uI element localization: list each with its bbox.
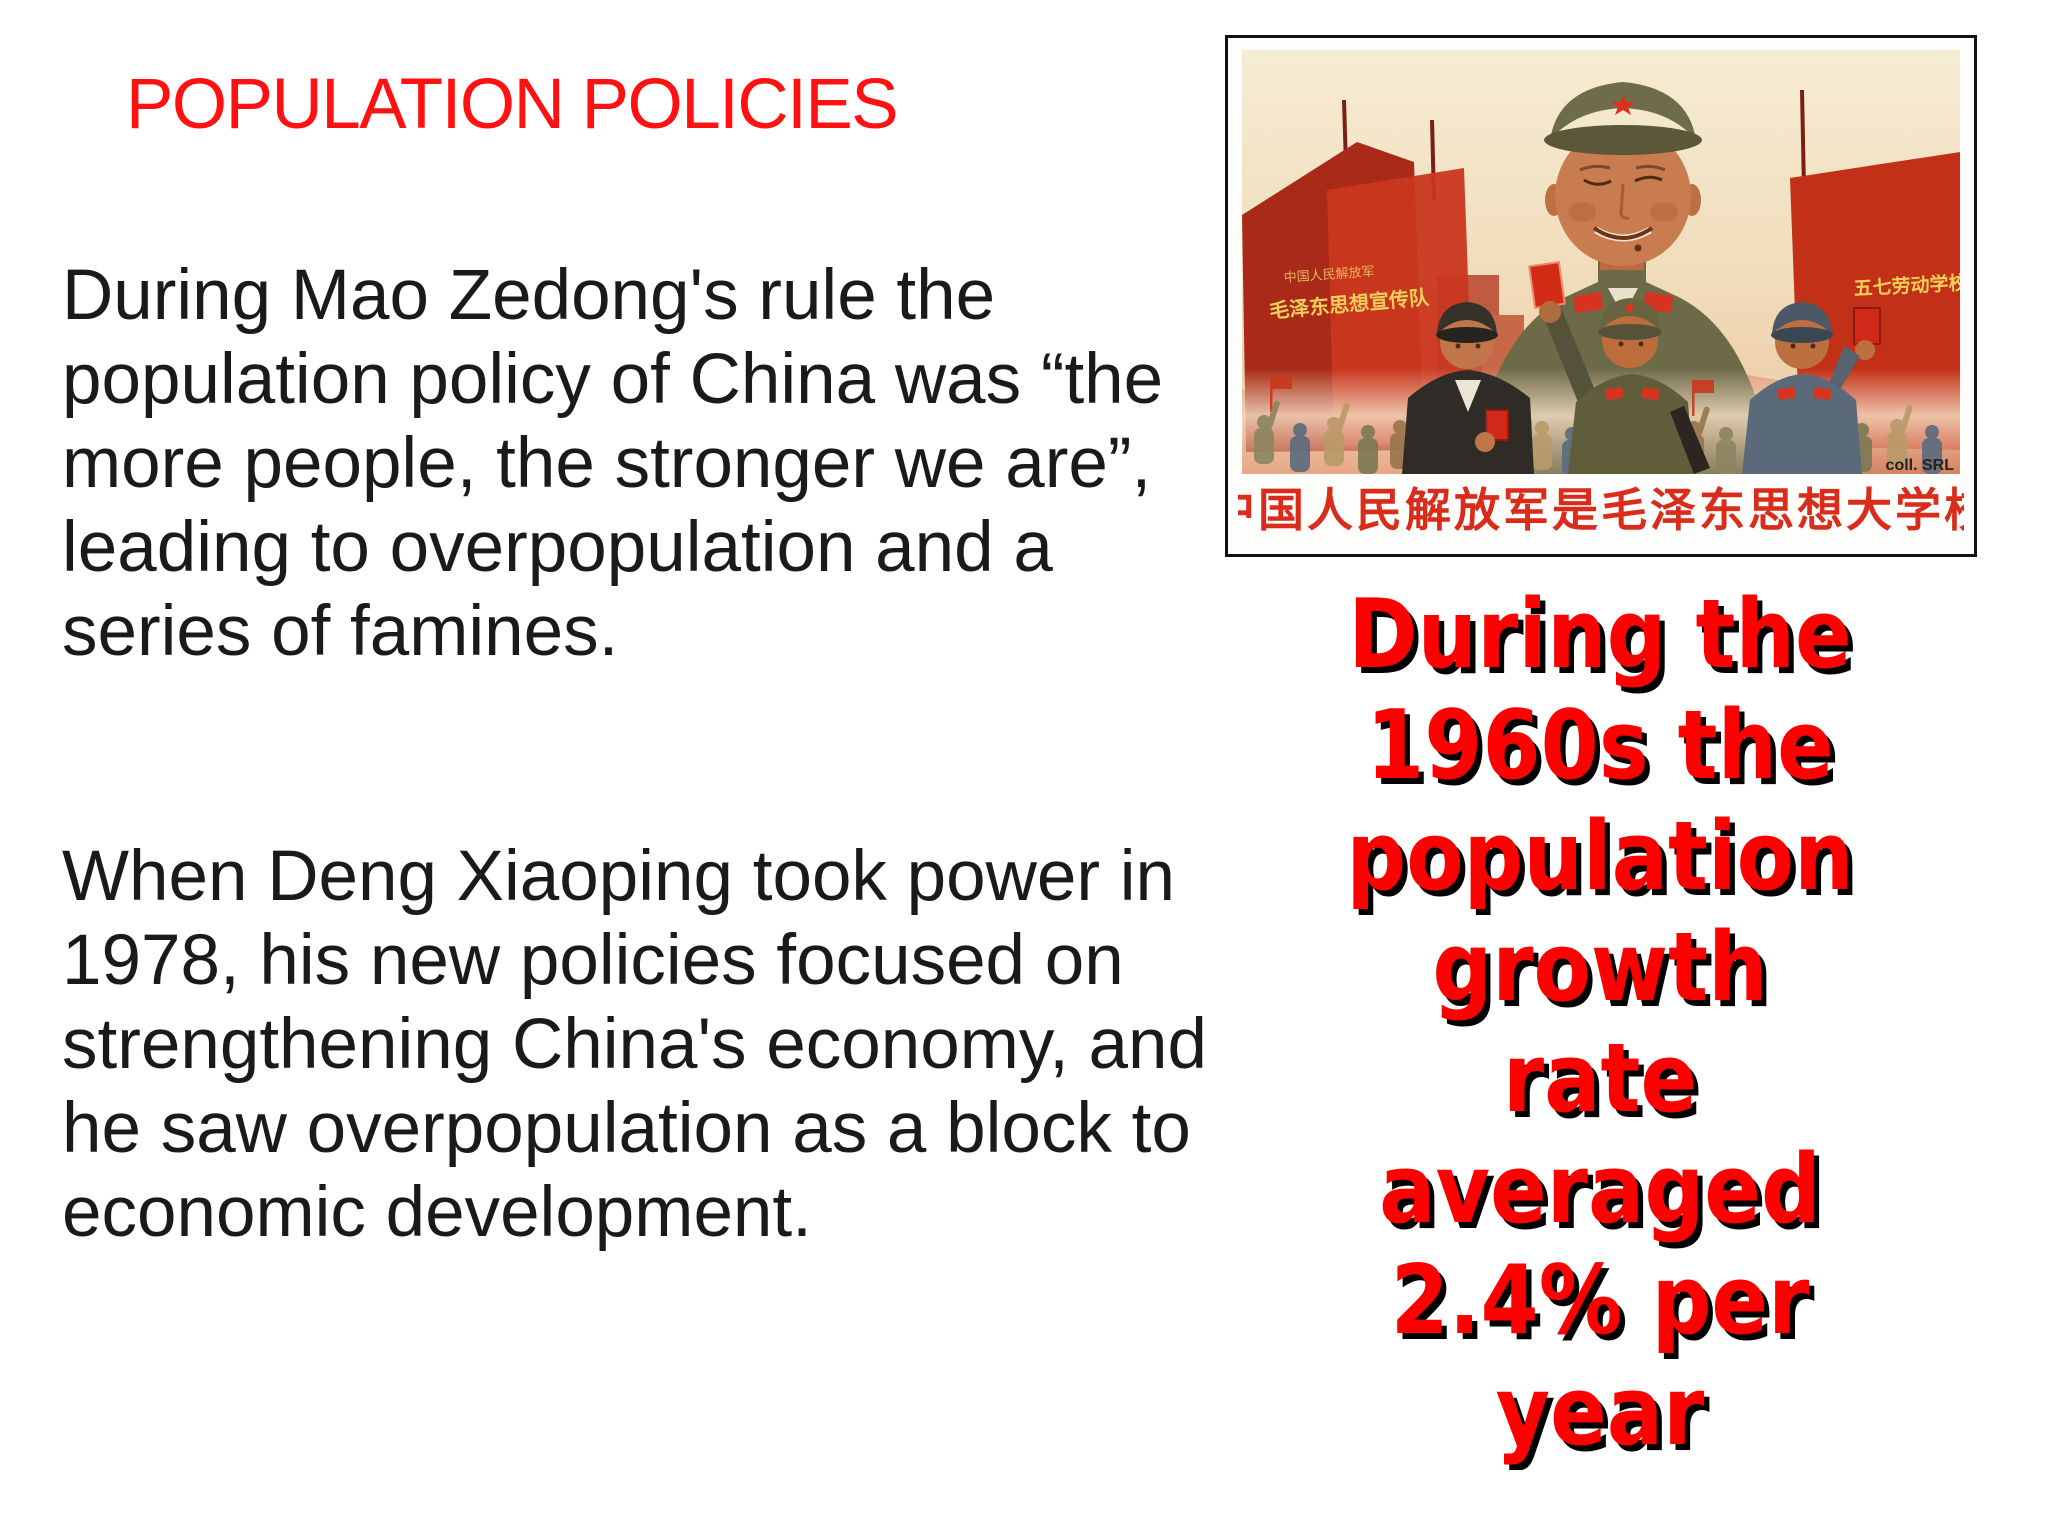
paragraph-line: economic development.	[62, 1173, 812, 1252]
callout-line: averaged	[1379, 1135, 1821, 1245]
left-flag-small-text: 中国人民解放军	[1283, 265, 1375, 286]
propaganda-poster-image: 中国人民解放军 毛泽东思想宣传队 五七劳动学校	[1225, 35, 1977, 557]
paragraph-line: During Mao Zedong's rule the	[62, 256, 996, 335]
paragraph-line: series of famines.	[62, 592, 619, 671]
callout-line: 2.4% per	[1390, 1246, 1810, 1356]
paragraph-line: strengthening China's economy, and	[62, 1005, 1208, 1084]
paragraph-line: When Deng Xiaoping took power in	[62, 837, 1176, 916]
soldier-middle	[1528, 260, 1710, 474]
callout-line: population	[1346, 802, 1854, 912]
paragraph-line: leading to overpopulation and a	[62, 508, 1053, 587]
paragraph-line: more people, the stronger we are”,	[62, 424, 1152, 503]
callout-line: growth	[1432, 913, 1768, 1023]
callout-growth-rate: During the 1960s the population growth r…	[1230, 580, 1970, 1468]
soldier-left	[1402, 302, 1534, 474]
poster-caption: 中国人民解放军是毛泽东思想大学校	[1238, 483, 1964, 537]
callout-line: 1960s the	[1366, 691, 1834, 801]
poster-credit: coll. SRL	[1886, 457, 1955, 474]
cap-star-icon	[1611, 94, 1635, 115]
soldier-right	[1742, 302, 1881, 474]
paragraph-line: population policy of China was “the	[62, 340, 1164, 419]
slide-title: POPULATION POLICIES	[126, 65, 899, 144]
callout-line: During the	[1348, 580, 1852, 690]
callout-line: year	[1495, 1357, 1705, 1467]
paragraph-line: he saw overpopulation as a block to	[62, 1089, 1191, 1168]
paragraph-line: 1978, his new policies focused on	[62, 921, 1124, 1000]
callout-line: rate	[1502, 1024, 1698, 1134]
paragraph-mao-era: During Mao Zedong's rule the population …	[62, 254, 1292, 674]
paragraph-deng-era: When Deng Xiaoping took power in 1978, h…	[62, 835, 1292, 1255]
poster-artwork: 中国人民解放军 毛泽东思想宣传队 五七劳动学校	[1242, 50, 1960, 474]
